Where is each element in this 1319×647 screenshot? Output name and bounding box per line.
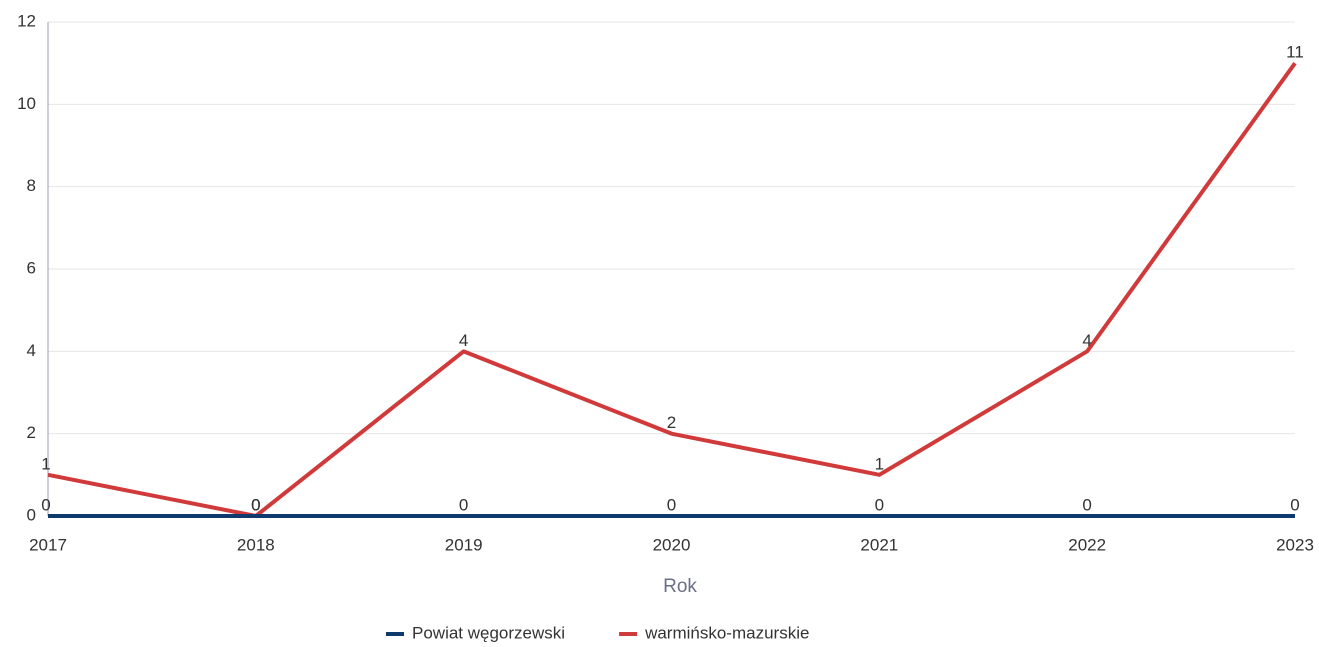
data-label: 1 — [41, 454, 50, 473]
data-label: 0 — [251, 495, 260, 514]
x-tick-label: 2020 — [653, 535, 691, 554]
x-tick-label: 2022 — [1068, 535, 1106, 554]
y-tick-label: 10 — [17, 94, 36, 113]
data-label: 0 — [1082, 495, 1091, 514]
data-label: 0 — [41, 495, 50, 514]
data-label: 4 — [1082, 331, 1091, 350]
data-label: 11 — [1286, 43, 1304, 62]
y-tick-label: 12 — [17, 11, 36, 30]
x-tick-label: 2018 — [237, 535, 275, 554]
y-tick-label: 6 — [27, 258, 36, 277]
y-tick-label: 4 — [27, 341, 36, 360]
x-tick-label: 2021 — [860, 535, 898, 554]
x-axis-label: Rok — [663, 576, 697, 597]
data-label: 0 — [875, 495, 884, 514]
legend-label: warmińsko-mazurskie — [644, 623, 809, 642]
x-tick-label: 2023 — [1276, 535, 1314, 554]
x-tick-label: 2017 — [29, 535, 67, 554]
data-label: 2 — [667, 413, 676, 432]
x-tick-label: 2019 — [445, 535, 483, 554]
data-label: 4 — [459, 331, 468, 350]
y-tick-label: 0 — [27, 505, 36, 524]
data-label: 0 — [667, 495, 676, 514]
series-line — [47, 61, 1297, 518]
y-tick-label: 2 — [27, 423, 36, 442]
data-label: 0 — [459, 495, 468, 514]
data-label: 0 — [251, 495, 260, 514]
y-tick-label: 8 — [27, 176, 36, 195]
data-label: 0 — [1290, 495, 1299, 514]
data-label: 1 — [875, 454, 884, 473]
legend-label: Powiat węgorzewski — [412, 623, 565, 642]
